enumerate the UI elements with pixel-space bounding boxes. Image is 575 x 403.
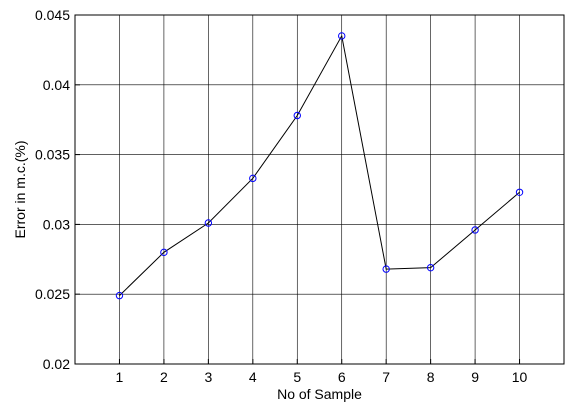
y-tick-label: 0.045 xyxy=(35,7,70,23)
data-point xyxy=(293,111,301,120)
data-point xyxy=(160,248,168,257)
x-tick-label: 5 xyxy=(293,369,301,385)
data-point xyxy=(471,226,479,234)
data-point xyxy=(382,265,390,273)
data-point xyxy=(204,219,213,227)
data-point xyxy=(515,188,524,196)
y-tick-label: 0.03 xyxy=(43,216,70,232)
data-point xyxy=(115,291,124,300)
y-tick-label: 0.04 xyxy=(43,77,70,93)
series-line xyxy=(119,34,520,296)
y-tick-label: 0.02 xyxy=(43,356,70,372)
x-tick-label: 2 xyxy=(160,369,168,385)
y-tick-label: 0.025 xyxy=(35,286,70,302)
grid xyxy=(75,14,564,365)
x-tick-label: 6 xyxy=(338,369,346,385)
plot-area xyxy=(74,14,565,365)
y-axis-label: Error in m.c.(%) xyxy=(12,141,28,239)
x-tick-label: 3 xyxy=(204,369,212,385)
x-tick-label: 7 xyxy=(382,369,390,385)
y-tick-label: 0.035 xyxy=(35,147,70,163)
x-axis-label: No of Sample xyxy=(277,386,362,402)
data-point xyxy=(338,32,346,40)
x-tick-label: 8 xyxy=(427,369,435,385)
x-tick-label: 1 xyxy=(116,369,124,385)
x-tick-label: 4 xyxy=(249,369,257,385)
data-point xyxy=(249,174,257,183)
x-tick-label: 9 xyxy=(471,369,479,385)
axis-ticks: 1 2 3 4 5 6 7 8 9 10 0.02 0.025 0.03 0.035 0.04 0.045 xyxy=(35,7,528,385)
x-tick-label: 10 xyxy=(512,369,528,385)
series xyxy=(115,32,524,300)
data-point xyxy=(426,263,435,272)
